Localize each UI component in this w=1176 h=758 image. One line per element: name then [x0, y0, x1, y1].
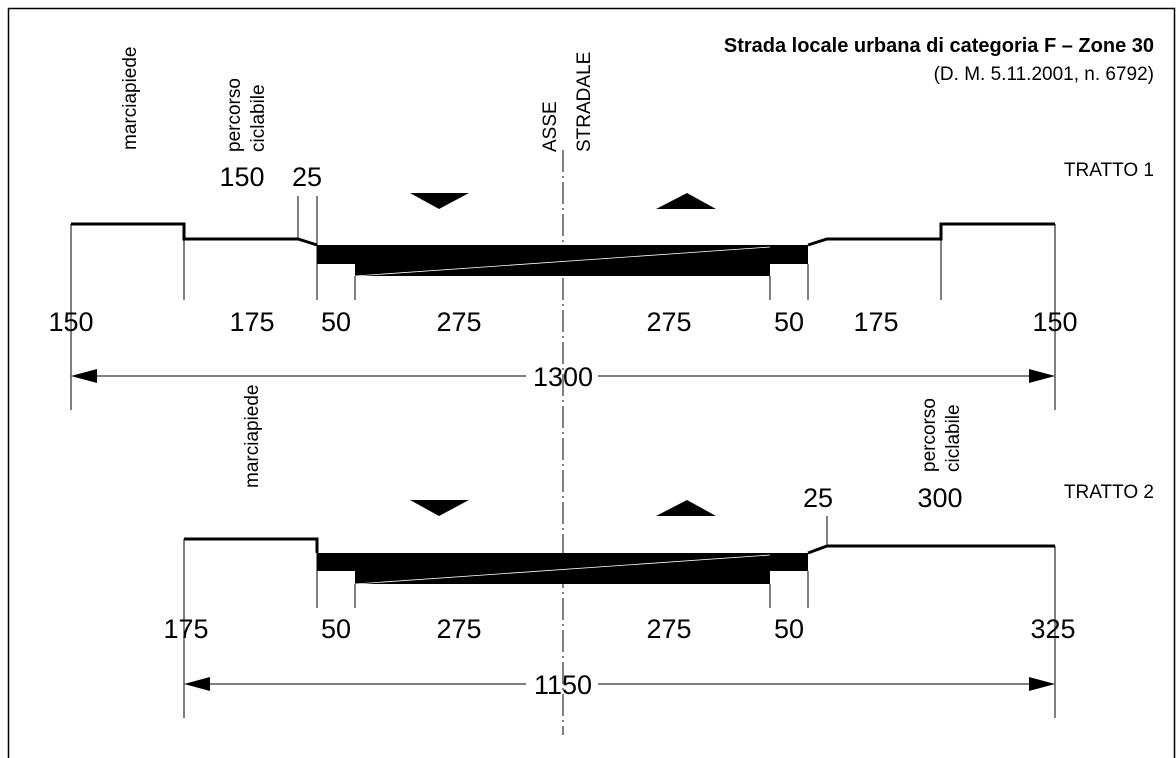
tratto-2-banchina-left: [317, 553, 355, 571]
drawing-title: Strada locale urbana di categoria F – Zo…: [724, 35, 1154, 57]
tratto-1-direction-arrow-right: [656, 193, 716, 209]
tratto-1-direction-arrow-left: [410, 193, 469, 209]
tratto-1-kerb-width: 25: [292, 162, 322, 192]
drawing-subtitle: (D. M. 5.11.2001, n. 6792): [934, 64, 1154, 85]
tratto-1-dim-bike-left: 175: [229, 307, 274, 337]
tratto-1-dim-bike-right: 175: [853, 307, 898, 337]
axis-label-stradale: STRADALE: [574, 52, 595, 152]
tratto-2-dim-lane-right: 275: [646, 614, 691, 644]
tratto-1-dim-lane-right: 275: [646, 307, 691, 337]
tratto-2-label: TRATTO 2: [1064, 482, 1154, 503]
tratto-1-ciclabile-label: ciclabile: [248, 84, 269, 152]
tratto-1-dim-banchina-right: 50: [774, 307, 804, 337]
tratto-2-section: TRATTO 2 marciapiede percorso ciclabile …: [163, 385, 1154, 719]
tratto-1-marciapiede-label: marciapiede: [120, 47, 141, 151]
tratto-1-dim-marciapiede-left: 150: [48, 307, 93, 337]
tratto-2-dim-marciapiede: 175: [163, 614, 208, 644]
tratto-1-percorso-label: percorso: [224, 78, 245, 152]
tratto-1-dim-lane-left: 275: [436, 307, 481, 337]
tratto-2-marciapiede-label: marciapiede: [242, 385, 263, 489]
tratto-2-total-arrow-left: [184, 677, 210, 691]
tratto-2-profile-right: [808, 546, 1055, 553]
tratto-2-total-width: 1150: [534, 670, 592, 700]
tratto-2-dim-banchina-left: 50: [321, 614, 351, 644]
tratto-2-total-arrow-right: [1029, 677, 1055, 691]
tratto-1-label: TRATTO 1: [1064, 160, 1154, 181]
tratto-2-percorso-label: percorso: [919, 398, 940, 472]
tratto-1-bike-width: 150: [219, 162, 264, 192]
tratto-2-direction-arrow-right: [656, 500, 716, 516]
tratto-2-profile-left: [184, 539, 317, 553]
tratto-1-dim-marciapiede-right: 150: [1032, 307, 1077, 337]
tratto-1-total-arrow-left: [71, 369, 97, 383]
tratto-1-banchina-right: [770, 245, 808, 264]
axis-label-asse: ASSE: [540, 101, 561, 152]
tratto-1-profile-right: [808, 224, 1055, 245]
tratto-2-ciclabile-label: ciclabile: [943, 404, 964, 472]
tratto-2-dim-lane-left: 275: [436, 614, 481, 644]
tratto-1-banchina-left: [317, 245, 355, 264]
tratto-1-total-width: 1300: [533, 362, 593, 392]
tratto-2-banchina-right: [770, 553, 808, 571]
tratto-1-profile-left: [71, 224, 317, 245]
tratto-1-dim-banchina-left: 50: [321, 307, 351, 337]
tratto-1-total-arrow-right: [1029, 369, 1055, 383]
tratto-2-kerb-width: 25: [803, 483, 833, 513]
tratto-2-direction-arrow-left: [410, 500, 469, 516]
tratto-2-bike-width: 300: [917, 483, 962, 513]
tratto-1-section: TRATTO 1 marciapiede percorso ciclabile …: [48, 47, 1154, 411]
tratto-2-dim-banchina-right: 50: [774, 614, 804, 644]
tratto-2-dim-bike-strip: 325: [1030, 614, 1075, 644]
